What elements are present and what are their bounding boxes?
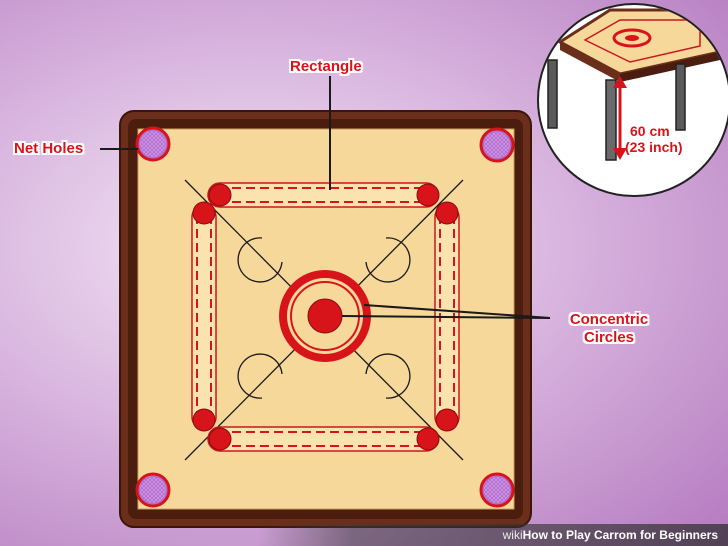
net-holes — [135, 126, 515, 508]
table-height-inch: (23 inch) — [625, 139, 683, 155]
arrow-arcs — [237, 237, 411, 399]
table-height-label: 60 cm (23 inch) — [625, 123, 683, 155]
table-leg — [547, 59, 558, 129]
baseline-circles — [192, 183, 459, 451]
wikihow-footer: wikiHow to Play Carrom for Beginners — [258, 524, 728, 546]
concentric-circles — [279, 270, 371, 362]
table-height-inset — [537, 3, 728, 197]
concentric-circles-label: Concentric Circles — [560, 311, 658, 347]
pocket-top-left — [135, 126, 171, 162]
net-holes-label: Net Holes — [14, 140, 84, 157]
pocket-bottom-left — [135, 472, 171, 508]
table-height-cm: 60 cm — [630, 123, 670, 139]
table-leg — [675, 63, 686, 131]
rectangle-label: Rectangle — [290, 58, 362, 75]
footer-brand: wiki — [502, 528, 523, 542]
callout-lines — [100, 76, 551, 319]
table-leg — [605, 79, 617, 161]
concentric-label-line2: Circles — [583, 329, 635, 346]
concentric-callout-line-2 — [363, 304, 551, 319]
pocket-top-right — [479, 127, 515, 163]
footer-title: to Play Carrom for Beginners — [547, 528, 718, 542]
concentric-label-line1: Concentric — [569, 311, 649, 328]
footer-how: How — [522, 528, 548, 542]
pocket-bottom-right — [479, 472, 515, 508]
concentric-callout-line-1 — [341, 315, 551, 319]
